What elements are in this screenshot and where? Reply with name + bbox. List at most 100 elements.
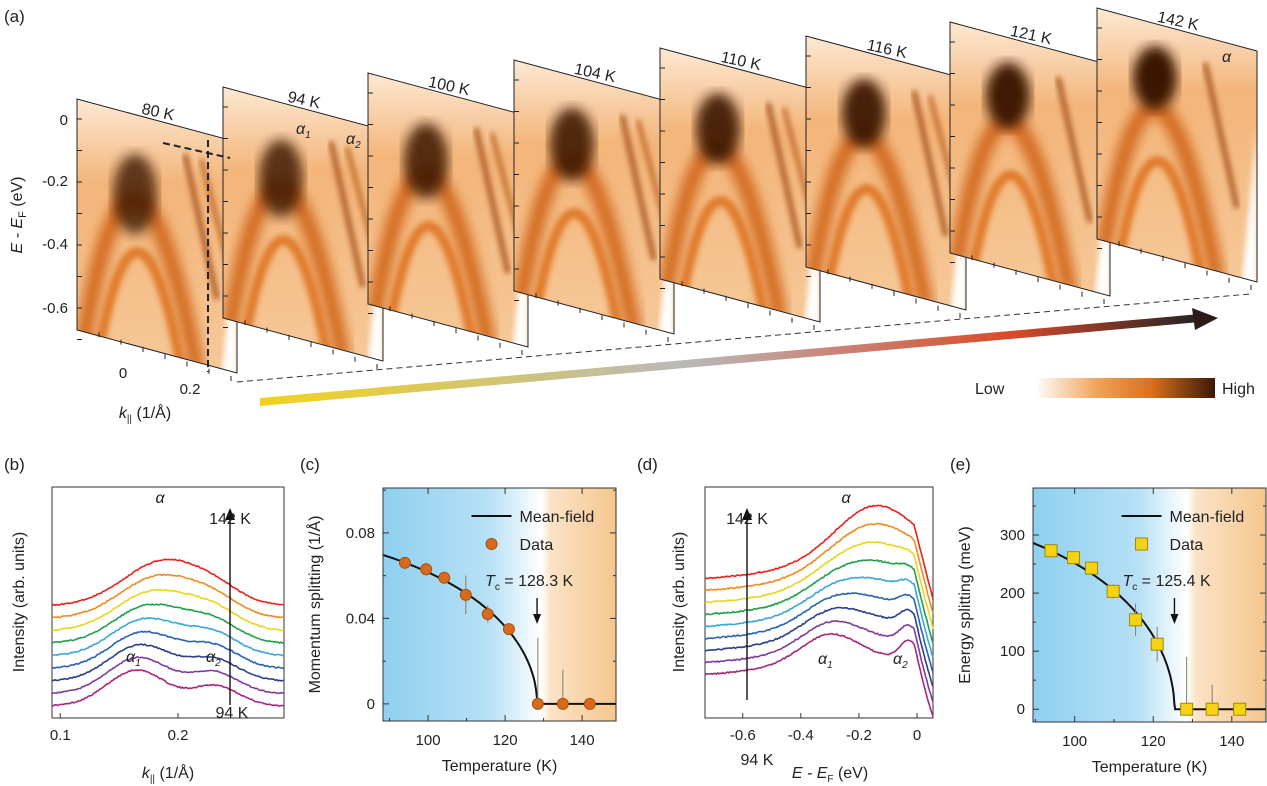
alpha2-label: α2 [206, 649, 221, 669]
bottom-temperature-label: 94 K [216, 705, 249, 722]
ytick-a: 0 [60, 112, 68, 129]
x-tick-label: 0.2 [168, 727, 189, 744]
intensity-curve [704, 592, 934, 673]
data-point [556, 697, 569, 710]
intensity-curve [51, 656, 285, 695]
data-point [1180, 702, 1194, 716]
legend-data-label: Data [1170, 537, 1204, 554]
plot-frame [51, 486, 285, 719]
data-point [1106, 584, 1120, 598]
tc-label: Tc = 128.3 K [485, 573, 573, 593]
alpha-label: α [841, 490, 851, 507]
band-maximum [696, 93, 740, 165]
band-inner [965, 170, 1060, 294]
y-tick-label: 200 [1000, 585, 1025, 602]
arpes-panel: 80 K [76, 98, 238, 382]
temperature-arrow [260, 314, 1200, 406]
chart-b: 0.1 0.2 142 K 94 K α α1 α2 Intensity (arb. unit… [11, 486, 285, 785]
legend-data-swatch [1135, 537, 1149, 551]
top-temperature-label: 142 K [209, 511, 251, 528]
band-maximum [404, 123, 448, 199]
panel-label-c: (c) [300, 455, 320, 474]
arpes-panel: 110 K [659, 47, 821, 331]
y-tick-label: 0.04 [346, 610, 375, 627]
band-alpha1 [328, 141, 366, 288]
data-point [1085, 561, 1099, 575]
arpes-panel: 94 K [222, 86, 384, 370]
band-inner [1112, 156, 1207, 280]
panel-label-d: (d) [637, 455, 658, 474]
legend-data-swatch [485, 538, 498, 550]
plot-frame [382, 487, 617, 722]
chart-d: -0.6 -0.4 -0.2 0 142 K 94 K α α1 α2 Intensity (ar… [671, 486, 934, 785]
intensity-curve [51, 669, 285, 707]
data-point [583, 697, 596, 710]
data-point [502, 623, 515, 636]
data-point [398, 556, 411, 569]
data-point [1233, 702, 1247, 716]
x-axis-label: Temperature (K) [1092, 759, 1208, 776]
x-tick-label: -0.6 [730, 727, 756, 744]
arrow-head-icon [742, 508, 752, 520]
panel-frame [367, 72, 529, 348]
band-maximum [986, 62, 1030, 129]
arpes-panel: 100 K [367, 72, 529, 356]
intensity-curve [704, 540, 934, 630]
intensity-curve [51, 616, 285, 657]
x-axis-label: k|| (1/Å) [142, 763, 194, 785]
band-maximum [113, 154, 157, 234]
panel-label-e: (e) [950, 455, 971, 474]
band-alpha1 [1055, 76, 1093, 223]
data-point [438, 571, 451, 584]
x-tick-label: 140 [570, 732, 595, 749]
panel-frame [659, 47, 821, 323]
colorbar-low-label: Low [975, 381, 1005, 398]
ytick-a: -0.6 [42, 300, 68, 317]
band-alpha1 [911, 90, 949, 237]
y-tick-label: 0.08 [346, 525, 375, 542]
legend-fit-label: Mean-field [520, 509, 595, 526]
intensity-curve [704, 504, 934, 600]
band-label-alpha1: α1 [296, 121, 311, 141]
x-axis-label-a: k|| (1/Å) [119, 403, 171, 425]
band-inner [529, 208, 624, 332]
data-point [1129, 613, 1143, 627]
band-label-alpha: α [1222, 49, 1232, 66]
x-tick-label: -0.2 [846, 727, 872, 744]
x-tick-label: -0.4 [788, 727, 814, 744]
arpes-panel: 121 K [949, 21, 1111, 305]
x-tick-label: 120 [1141, 733, 1166, 750]
band-inner [238, 235, 333, 359]
x-tick-label: 120 [493, 732, 518, 749]
panel-label-a: (a) [4, 7, 25, 26]
tc-label: Tc = 125.4 K [1122, 573, 1211, 593]
panel-label-b: (b) [4, 455, 25, 474]
y-axis-label: Momentum splitting (1/Å) [305, 516, 324, 694]
x-tick-label: 0 [913, 727, 921, 744]
intensity-curve [51, 588, 285, 632]
top-temperature-label: 142 K [726, 511, 768, 528]
band-maximum [842, 78, 886, 148]
data-point [531, 697, 544, 710]
intensity-curve [704, 576, 934, 658]
y-tick-label: 0 [1017, 701, 1025, 718]
temperature-label: 80 K [140, 101, 176, 125]
x-tick-label: 140 [1219, 733, 1244, 750]
intensity-curve [51, 643, 285, 682]
band-inner [821, 184, 916, 308]
colorbar [1035, 378, 1215, 398]
xtick-a: 0 [119, 365, 127, 382]
arpes-panel: 142 K [1096, 7, 1258, 291]
band-alpha1 [473, 127, 511, 274]
chart-e: 100 120 140 0 100 200 300 Mean-field Data Tc = 12… [957, 487, 1267, 776]
y-axis-label: Energy splitting (meV) [957, 526, 974, 683]
arrow-head-icon [1170, 614, 1179, 624]
phase-background [383, 488, 616, 721]
band-maximum [1133, 46, 1177, 110]
x-tick-label: 100 [1062, 733, 1087, 750]
alpha-label: α [155, 490, 165, 507]
y-axis-label: Intensity (arb. units) [671, 532, 688, 673]
intensity-curve [704, 522, 934, 614]
colorbar-high-label: High [1222, 381, 1255, 398]
